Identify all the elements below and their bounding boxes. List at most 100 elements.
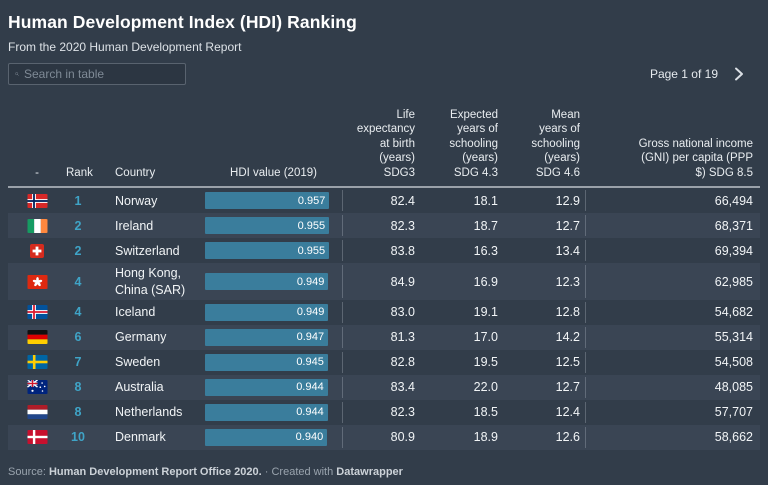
table-row: 8 Australia 0.944 83.4 22.0 12.7 48,085 [8, 374, 760, 400]
rank-cell: 6 [74, 330, 82, 345]
table-row: 4 Iceland 0.949 83.0 19.1 12.8 54,682 [8, 299, 760, 325]
hdi-bar-cell: 0.957 [205, 192, 342, 210]
flag-cell [8, 330, 66, 345]
hdi-value-bar: 0.944 [205, 403, 328, 421]
ireland-flag-icon [27, 218, 48, 233]
sweden-flag-icon [27, 355, 48, 370]
hdi-value-bar: 0.949 [205, 273, 329, 291]
rank-cell: 2 [74, 243, 82, 258]
flag-cell [8, 218, 66, 233]
page-title: Human Development Index (HDI) Ranking [8, 12, 357, 32]
mean-schooling-cell: 12.3 [555, 274, 580, 289]
col-header-flag[interactable]: - [35, 166, 39, 179]
chevron-right-icon [735, 67, 743, 81]
expected-schooling-cell: 17.0 [473, 330, 498, 345]
country-cell: Sweden [115, 355, 161, 370]
table-row: 1 Norway 0.957 82.4 18.1 12.9 66,494 [8, 188, 760, 214]
denmark-flag-icon [27, 430, 48, 445]
col-header-country[interactable]: Country [115, 166, 156, 179]
col-header-mean_schooling[interactable]: Mean years of schooling (years) SDG 4.6 [531, 109, 580, 179]
footer-middle-text: · Created with [261, 466, 337, 478]
table-row: 2 Ireland 0.955 82.3 18.7 12.7 68,371 [8, 213, 760, 239]
country-cell: Australia [115, 380, 164, 395]
australia-flag-icon [26, 380, 48, 395]
country-cell: Ireland [115, 218, 154, 233]
flag-cell [8, 430, 66, 445]
country-cell: Denmark [115, 430, 166, 445]
col-header-hdi[interactable]: HDI value (2019) [230, 166, 317, 179]
flag-cell [8, 193, 66, 208]
life-expectancy-cell: 83.0 [342, 301, 420, 323]
mean-schooling-cell: 14.2 [555, 330, 580, 345]
table-row: 8 Netherlands 0.944 82.3 18.5 12.4 57,707 [8, 399, 760, 425]
mean-schooling-cell: 12.8 [555, 305, 580, 320]
gni-cell: 54,682 [585, 301, 760, 323]
hdi-value-label: 0.940 [295, 431, 324, 444]
mean-schooling-cell: 12.7 [555, 380, 580, 395]
flag-cell [8, 305, 66, 320]
country-cell: Netherlands [115, 405, 183, 420]
hdi-bar-cell: 0.955 [205, 217, 342, 235]
col-header-gni[interactable]: Gross national income (GNI) per capita (… [638, 137, 753, 179]
table-body: 1 Norway 0.957 82.4 18.1 12.9 66,494 2 Ireland 0.… [8, 188, 760, 450]
table-row: 6 Germany 0.947 81.3 17.0 14.2 55,314 [8, 324, 760, 350]
table-row: 4 Hong Kong, China (SAR) 0.949 84.9 16.9 12.3… [8, 263, 760, 300]
flag-cell [8, 355, 66, 370]
hdi-value-label: 0.955 [297, 219, 326, 232]
pagination: Page 1 of 19 [650, 64, 760, 84]
table-header-row: - Rank Country HDI value (2019) Life expecta… [8, 108, 760, 189]
mean-schooling-cell: 12.7 [555, 218, 580, 233]
switzerland-flag-icon [30, 243, 44, 258]
mean-schooling-cell: 12.4 [555, 405, 580, 420]
expected-schooling-cell: 18.9 [473, 430, 498, 445]
hdi-value-bar: 0.940 [205, 428, 328, 446]
next-page-button[interactable] [732, 64, 746, 84]
toolbar: Page 1 of 19 [8, 63, 760, 85]
search-input[interactable] [24, 67, 179, 81]
col-header-rank[interactable]: Rank [66, 166, 93, 179]
flag-cell [8, 380, 66, 395]
life-expectancy-cell: 80.9 [342, 426, 420, 448]
hdi-bar-track: 0.940 [205, 428, 335, 446]
hong-kong-flag-icon [27, 274, 48, 289]
gni-cell: 66,494 [585, 190, 760, 212]
pagination-label: Page 1 of 19 [649, 67, 718, 81]
source-label: Source: [8, 466, 49, 478]
search-box[interactable] [8, 63, 186, 85]
rank-cell: 8 [74, 380, 82, 395]
datawrapper-brand[interactable]: Datawrapper [336, 466, 403, 478]
table-row: 2 Switzerland 0.955 83.8 16.3 13.4 69,394 [8, 238, 760, 264]
hdi-value-label: 0.944 [296, 406, 324, 419]
country-cell: Norway [115, 193, 158, 208]
hdi-value-label: 0.947 [296, 331, 325, 344]
life-expectancy-cell: 81.3 [342, 326, 420, 348]
rank-cell: 8 [74, 405, 82, 420]
gni-cell: 54,508 [585, 351, 760, 373]
expected-schooling-cell: 16.3 [473, 243, 498, 258]
flag-cell [8, 405, 66, 420]
hdi-bar-track: 0.949 [205, 303, 335, 321]
expected-schooling-cell: 18.5 [473, 405, 498, 420]
table-row: 10 Denmark 0.940 80.9 18.9 12.6 58,662 [8, 424, 760, 450]
hdi-bar-cell: 0.945 [205, 353, 342, 371]
mean-schooling-cell: 12.5 [555, 355, 580, 370]
hdi-value-bar: 0.947 [205, 328, 329, 346]
expected-schooling-cell: 19.1 [473, 305, 498, 320]
rank-cell: 2 [74, 218, 82, 233]
gni-cell: 68,371 [585, 215, 760, 237]
flag-cell [8, 274, 66, 289]
col-header-life_expectancy[interactable]: Life expectancy at birth (years) SDG3 [356, 109, 415, 179]
expected-schooling-cell: 22.0 [473, 380, 498, 395]
gni-cell: 57,707 [585, 401, 760, 423]
col-header-expected_schooling[interactable]: Expected years of schooling (years) SDG … [449, 109, 498, 179]
hdi-bar-cell: 0.955 [205, 242, 342, 260]
life-expectancy-cell: 82.8 [342, 351, 420, 373]
hdi-value-bar: 0.955 [205, 217, 330, 235]
flag-cell [8, 243, 66, 258]
hdi-value-bar: 0.944 [205, 378, 328, 396]
gni-cell: 62,985 [585, 265, 760, 298]
expected-schooling-cell: 18.1 [473, 193, 498, 208]
life-expectancy-cell: 83.4 [342, 376, 420, 398]
hdi-bar-track: 0.944 [205, 403, 335, 421]
mean-schooling-cell: 13.4 [555, 243, 580, 258]
